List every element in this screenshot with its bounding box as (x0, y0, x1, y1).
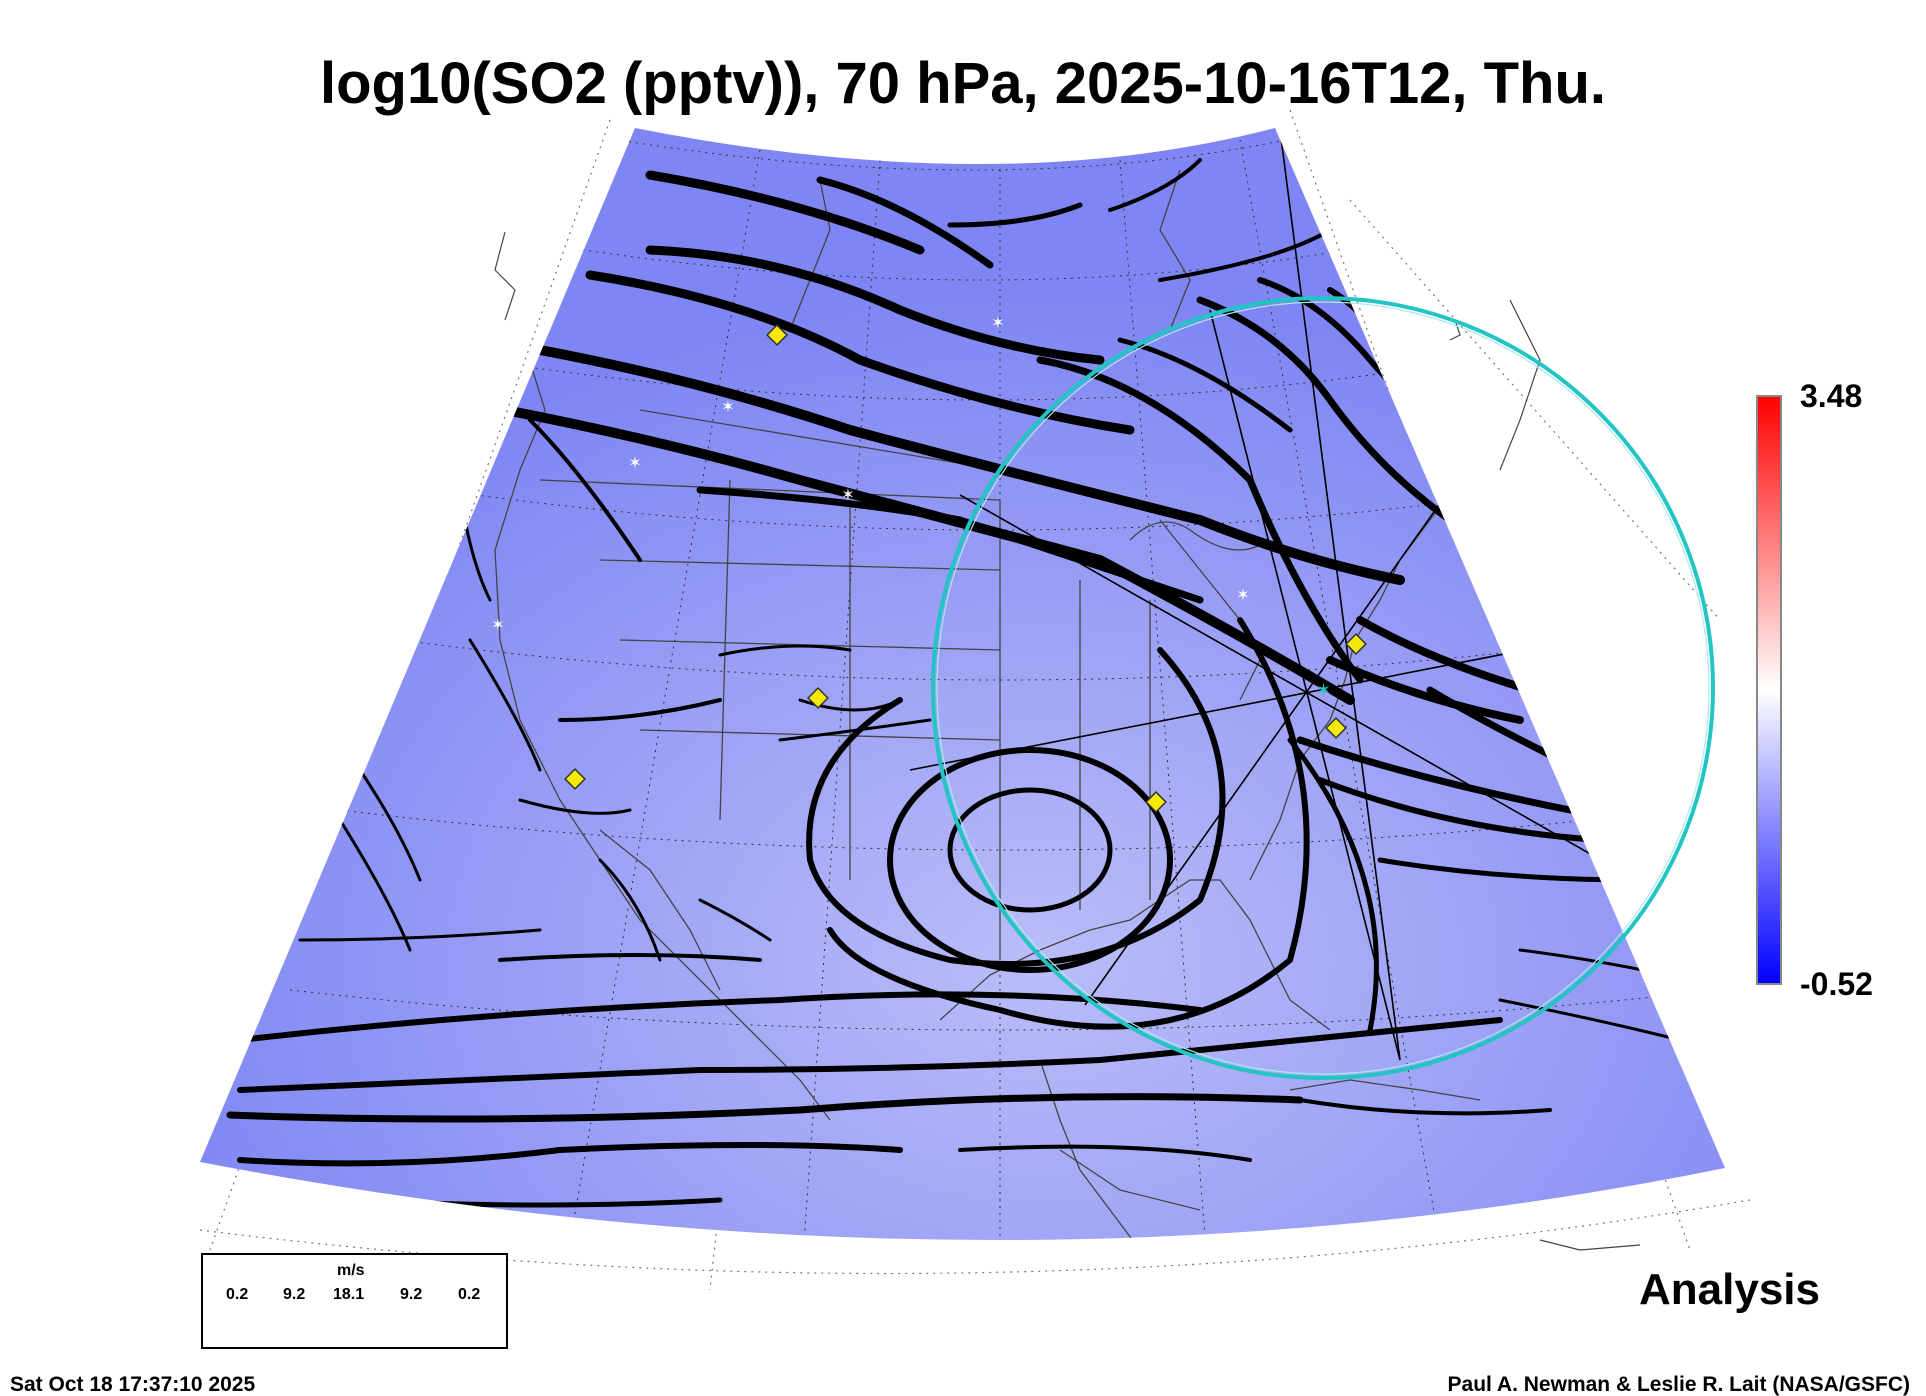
range-circle (931, 296, 1715, 1080)
colorbar (1756, 395, 1782, 985)
star-marker: ✶ (491, 615, 504, 634)
site-markers (564, 324, 1367, 813)
star-marker: ✶ (841, 485, 854, 504)
site-marker (1325, 717, 1347, 739)
footer-credit: Paul A. Newman & Leslie R. Lait (NASA/GS… (1447, 1373, 1910, 1396)
wind-legend-units: m/s (337, 1262, 365, 1279)
star-marker: ✶ (721, 397, 734, 416)
map-title: log10(SO2 (pptv)), 70 hPa, 2025-10-16T12… (319, 51, 1607, 116)
wind-legend-tick-3: 18.1 (333, 1286, 365, 1303)
star-marker: ✶ (991, 313, 1004, 332)
center-marker: ✶ (1316, 680, 1331, 701)
colorbar-max-label: 3.48 (1800, 378, 1863, 414)
site-marker (807, 687, 829, 709)
mode-label: Analysis (1639, 1265, 1820, 1314)
flight-tracks (909, 129, 1725, 1061)
wind-legend-tick-4: 9.2 (400, 1286, 423, 1303)
star-marker: ✶ (1236, 585, 1249, 604)
star-marker: ✶ (628, 453, 641, 472)
site-marker (564, 768, 586, 790)
site-marker (1145, 791, 1167, 813)
wind-legend (201, 1253, 508, 1349)
wind-legend-tick-1: 0.2 (226, 1286, 249, 1303)
outer-coastlines (494, 231, 1641, 1251)
colorbar-min-label: -0.52 (1800, 966, 1873, 1002)
wind-legend-tick-2: 9.2 (283, 1286, 306, 1303)
map-fan (200, 128, 1725, 1241)
wind-legend-tick-5: 0.2 (458, 1286, 481, 1303)
site-marker (766, 324, 788, 346)
star-marker: ✶ (1455, 537, 1468, 556)
site-marker (1345, 633, 1367, 655)
footer-timestamp: Sat Oct 18 17:37:10 2025 (10, 1373, 256, 1396)
range-circle-inner (936, 301, 1710, 1075)
